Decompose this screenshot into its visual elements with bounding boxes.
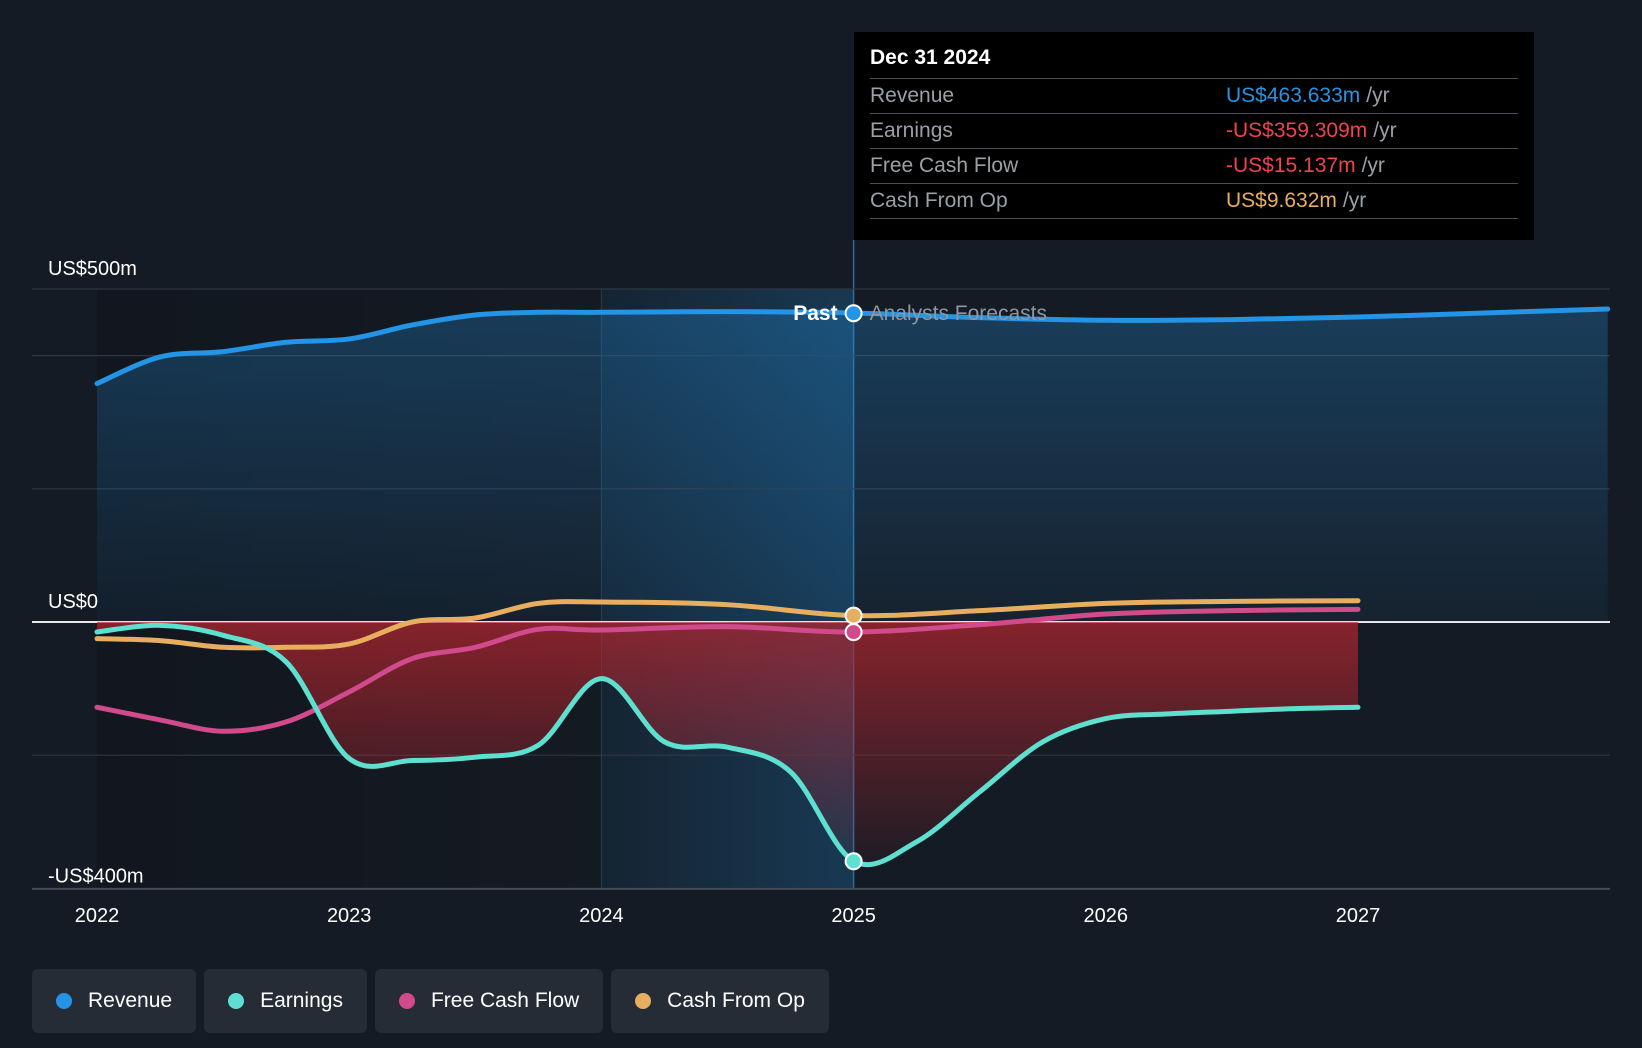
legend: Revenue Earnings Free Cash Flow Cash Fro…	[32, 969, 829, 1033]
past-label: Past	[793, 302, 837, 325]
tooltip-title: Dec 31 2024	[870, 46, 991, 69]
tooltip-row-free-cash-flow: Free Cash Flow -US$15.137m /yr	[870, 148, 1518, 183]
tooltip-label: Free Cash Flow	[870, 154, 1019, 177]
legend-label: Revenue	[88, 989, 173, 1012]
earnings-highlight-point	[844, 852, 863, 871]
legend-label: Earnings	[260, 989, 343, 1012]
earnings-dot-icon	[228, 993, 245, 1009]
tooltip-label: Revenue	[870, 84, 955, 107]
x-tick-label: 2027	[1336, 905, 1381, 927]
free-cash-flow-line	[94, 606, 1361, 734]
cash-from-op-line	[94, 598, 1361, 651]
x-tick-label: 2023	[327, 905, 372, 927]
x-tick-label: 2026	[1084, 905, 1129, 927]
legend-label: Cash From Op	[667, 989, 805, 1012]
tooltip: Dec 31 2024 Revenue US$463.633m /yr Earn…	[854, 32, 1534, 240]
tooltip-value: -US$15.137m	[1226, 154, 1356, 177]
legend-item-revenue[interactable]: Revenue	[32, 969, 197, 1033]
tooltip-row-cash-from-op: Cash From Op US$9.632m /yr	[870, 183, 1518, 219]
legend-item-free-cash-flow[interactable]: Free Cash Flow	[374, 969, 604, 1033]
cash-from-op-highlight-point	[844, 606, 863, 625]
revenue-dot-icon	[56, 993, 72, 1009]
revenue-highlight-point	[844, 304, 863, 323]
x-tick-label: 2022	[75, 905, 120, 927]
x-tick-label: 2025	[831, 905, 876, 927]
forecast-label: Analysts Forecasts	[870, 302, 1047, 325]
tooltip-label: Earnings	[870, 119, 953, 142]
legend-item-cash-from-op[interactable]: Cash From Op	[611, 969, 829, 1033]
revenue-area	[97, 308, 1608, 622]
earnings-area	[97, 622, 1358, 865]
free-cash-flow-highlight-point	[844, 623, 863, 642]
tooltip-value: -US$359.309m	[1226, 119, 1368, 142]
earnings-line	[94, 622, 1361, 868]
tooltip-value: US$463.633m	[1226, 84, 1361, 107]
legend-label: Free Cash Flow	[430, 989, 580, 1012]
revenue-line	[94, 306, 1611, 387]
y-tick-label: US$0	[48, 591, 98, 613]
tooltip-row-revenue: Revenue US$463.633m /yr	[870, 78, 1518, 113]
chart: US$500m US$0 -US$400m 2022 2023 2024 2025 2026 2…	[32, 240, 1611, 927]
y-tick-label: -US$400m	[48, 865, 144, 887]
tooltip-unit: /yr	[1361, 154, 1385, 177]
tooltip-row-earnings: Earnings -US$359.309m /yr	[870, 113, 1518, 148]
free-cash-flow-dot-icon	[398, 993, 415, 1009]
x-tick-label: 2024	[579, 905, 624, 927]
cash-from-op-dot-icon	[635, 993, 652, 1009]
legend-item-earnings[interactable]: Earnings	[204, 969, 367, 1033]
tooltip-unit: /yr	[1342, 189, 1367, 212]
tooltip-value: US$9.632m	[1226, 189, 1337, 212]
tooltip-unit: /yr	[1373, 119, 1397, 142]
tooltip-unit: /yr	[1366, 84, 1390, 107]
tooltip-label: Cash From Op	[870, 189, 1008, 212]
y-tick-label: US$500m	[48, 258, 137, 280]
